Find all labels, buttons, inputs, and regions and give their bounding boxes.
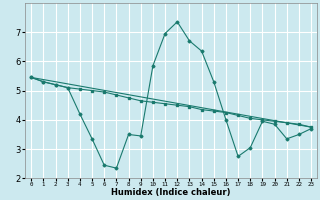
X-axis label: Humidex (Indice chaleur): Humidex (Indice chaleur) [111,188,231,197]
